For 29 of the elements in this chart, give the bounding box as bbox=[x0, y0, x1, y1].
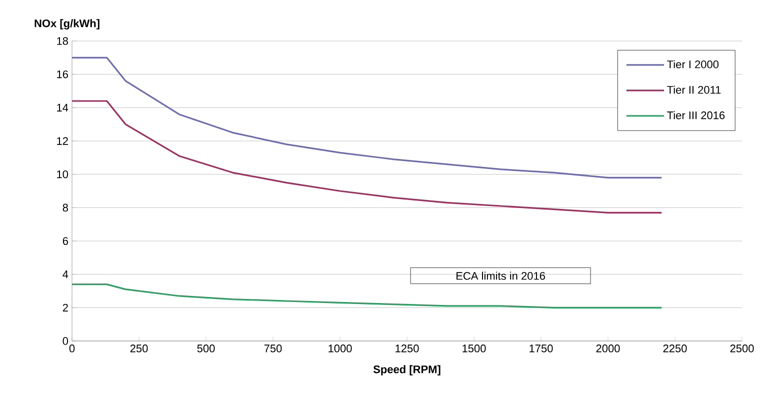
x-tick-label: 750 bbox=[264, 344, 282, 352]
annotation: ECA limits in 2016 bbox=[456, 272, 545, 280]
y-tick-label: 0 bbox=[62, 337, 68, 345]
y-tick-label: 14 bbox=[57, 104, 68, 112]
legend-label: Tier II 2011 bbox=[667, 86, 721, 94]
y-tick-label: 8 bbox=[62, 204, 68, 212]
x-axis-title: Speed [RPM] bbox=[373, 365, 440, 376]
line-series bbox=[71, 56, 662, 178]
y-tick-label: 18 bbox=[57, 37, 68, 45]
legend-label: Tier III 2016 bbox=[667, 111, 725, 120]
x-tick-label: 2000 bbox=[596, 344, 620, 352]
x-tick-label: 1250 bbox=[396, 344, 419, 352]
y-tick-label: 2 bbox=[62, 304, 68, 312]
x-tick-label: 0 bbox=[69, 344, 75, 352]
line-series bbox=[71, 100, 662, 214]
y-tick-label: 12 bbox=[57, 137, 68, 145]
x-tick-label: 500 bbox=[197, 344, 215, 352]
y-tick-label: 6 bbox=[62, 237, 68, 245]
y-tick-label: 16 bbox=[57, 70, 68, 78]
x-tick-label: 2250 bbox=[663, 344, 687, 352]
x-tick-label: 250 bbox=[130, 344, 148, 352]
y-tick-label: 10 bbox=[57, 170, 68, 178]
x-tick-label: 1000 bbox=[328, 344, 352, 352]
y-axis-title: NOx [g/kWh] bbox=[34, 19, 100, 30]
y-tick-label: 4 bbox=[62, 270, 68, 278]
x-tick-label: 1500 bbox=[462, 344, 486, 352]
x-tick-label: 1750 bbox=[530, 344, 553, 352]
x-tick-label: 2500 bbox=[730, 344, 754, 352]
legend-label: Tier I 2000 bbox=[667, 60, 719, 68]
